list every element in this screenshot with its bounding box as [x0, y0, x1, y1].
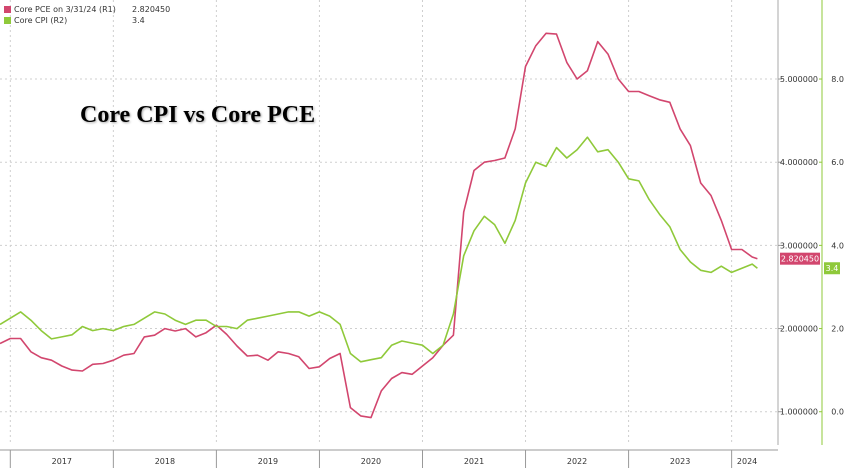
x-tick-label-2018: 2018	[155, 457, 175, 466]
r2-tick-label-1: 2.0	[831, 325, 844, 334]
series-line-core-cpi	[0, 136, 758, 363]
r2-tick-label-2: 4.0	[831, 241, 844, 250]
x-tick-label-2023: 2023	[670, 457, 690, 466]
legend-value-core-pce: 2.820450	[132, 5, 171, 14]
r1-tick-label-3: 4.000000	[780, 158, 818, 167]
last-value-label-core-pce: 2.820450	[781, 255, 819, 264]
r1-tick-label-0: 1.000000	[780, 408, 818, 417]
x-tick-label-2021: 2021	[464, 457, 484, 466]
legend-swatch-core-cpi	[4, 17, 11, 24]
last-value-tag-core-pce	[780, 252, 820, 265]
last-value-tag-core-cpi	[824, 262, 840, 275]
r1-tick-label-2: 3.000000	[780, 241, 818, 250]
x-tick-label-2024: 2024	[737, 457, 757, 466]
legend-item-core-cpi: Core CPI (R2) 3.4	[4, 15, 170, 26]
last-value-label-core-cpi: 3.4	[826, 264, 839, 273]
legend: Core PCE on 3/31/24 (R1) 2.820450 Core C…	[4, 4, 170, 26]
r2-tick-label-0: 0.0	[831, 408, 844, 417]
r1-tick-label-1: 2.000000	[780, 325, 818, 334]
x-tick-label-2020: 2020	[361, 457, 381, 466]
legend-label-core-pce: Core PCE on 3/31/24 (R1)	[14, 5, 116, 14]
legend-item-core-pce: Core PCE on 3/31/24 (R1) 2.820450	[4, 4, 170, 15]
x-tick-label-2017: 2017	[52, 457, 72, 466]
series-line-core-pce	[0, 32, 758, 419]
legend-swatch-core-pce	[4, 6, 11, 13]
r1-tick-label-4: 5.000000	[780, 75, 818, 84]
chart-title: Core CPI vs Core PCE	[80, 102, 316, 128]
r2-tick-label-3: 6.0	[831, 158, 844, 167]
legend-label-core-cpi: Core CPI (R2)	[14, 16, 68, 25]
r2-tick-label-4: 8.0	[831, 75, 844, 84]
x-tick-label-2022: 2022	[567, 457, 587, 466]
legend-value-core-cpi: 3.4	[132, 16, 145, 25]
x-tick-label-2019: 2019	[258, 457, 278, 466]
